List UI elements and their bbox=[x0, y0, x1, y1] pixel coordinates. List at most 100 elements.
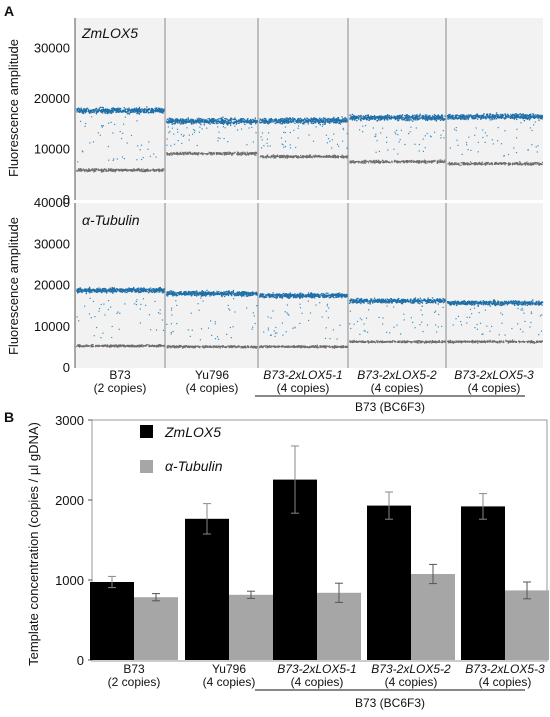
positive-droplets bbox=[349, 297, 447, 335]
panel-b-y-axis: 0 1000 2000 3000 bbox=[55, 413, 92, 668]
sample-copies: (2 copies) bbox=[94, 381, 147, 395]
x-tick-sublabel: (4 copies) bbox=[203, 675, 256, 689]
positive-droplets bbox=[447, 112, 544, 157]
panel-b-label: B bbox=[4, 409, 14, 425]
sample-label: B73-2xLOX5-3 bbox=[454, 368, 534, 382]
error-bar bbox=[108, 575, 116, 589]
positive-droplets bbox=[259, 116, 349, 149]
y-tick-label: 10000 bbox=[34, 141, 70, 156]
negative-droplets bbox=[447, 339, 543, 344]
bar-tubulin bbox=[229, 594, 273, 660]
panel-a: A Fluorescence amplitude Fluorescence am… bbox=[4, 3, 544, 414]
sample-copies: (4 copies) bbox=[468, 381, 521, 395]
negative-droplets bbox=[166, 344, 258, 349]
error-bar bbox=[429, 563, 437, 585]
y-axis-tubulin: 0 10000 20000 30000 40000 bbox=[34, 195, 76, 375]
negative-droplets bbox=[349, 339, 446, 344]
negative-droplets bbox=[447, 161, 543, 166]
y-tick-label: 0 bbox=[77, 653, 84, 668]
bar-tubulin bbox=[134, 597, 178, 660]
x-tick-sublabel: (4 copies) bbox=[385, 675, 438, 689]
x-tick-label: Yu796 bbox=[212, 662, 246, 676]
y-tick-label: 20000 bbox=[34, 91, 70, 106]
y-tick-label: 40000 bbox=[34, 195, 70, 210]
panel-a-top-ylabel: Fluorescence amplitude bbox=[6, 39, 21, 177]
panel-b-group-label: B73 (BC6F3) bbox=[355, 696, 425, 710]
droplet-marks-tubulin bbox=[76, 203, 544, 368]
legend-label-tubulin: α-Tubulin bbox=[165, 458, 223, 474]
panel-b-ylabel: Template concentration (copies / µl gDNA… bbox=[26, 422, 41, 666]
sample-label: B73-2xLOX5-2 bbox=[357, 368, 437, 382]
positive-droplets bbox=[76, 106, 166, 163]
panel-a-bottom-ylabel: Fluorescence amplitude bbox=[6, 217, 21, 355]
legend-label-zmlox5: ZmLOX5 bbox=[164, 424, 221, 440]
bar-tubulin bbox=[317, 592, 361, 660]
x-tick-label: B73-2xLOX5-3 bbox=[465, 662, 545, 676]
y-tick-label: 0 bbox=[63, 192, 70, 207]
panel-b-plot-frame bbox=[91, 419, 548, 662]
error-bar bbox=[523, 581, 531, 600]
subpanel-title-tubulin: α-Tubulin bbox=[82, 212, 140, 228]
error-bar bbox=[385, 491, 393, 520]
panel-b-legend: ZmLOX5 α-Tubulin bbox=[140, 424, 223, 474]
sample-label: B73-2xLOX5-1 bbox=[263, 368, 342, 382]
panel-a-sample-labels: B73(2 copies)Yu796(4 copies)B73-2xLOX5-1… bbox=[94, 368, 534, 395]
error-bar bbox=[152, 593, 160, 602]
error-bar bbox=[203, 503, 211, 535]
error-bar bbox=[291, 445, 299, 514]
ddpcr-plot-zmlox5: 0 10000 20000 30000 ZmLOX5 bbox=[34, 18, 544, 207]
positive-droplets bbox=[166, 289, 259, 341]
error-bar bbox=[479, 493, 487, 520]
x-tick-sublabel: (4 copies) bbox=[479, 675, 532, 689]
x-tick-sublabel: (2 copies) bbox=[108, 675, 161, 689]
positive-droplets bbox=[447, 299, 544, 336]
x-tick-label: B73 bbox=[123, 662, 145, 676]
sample-label: Yu796 bbox=[195, 368, 229, 382]
negative-droplets bbox=[76, 167, 165, 173]
bar-zmlox5 bbox=[90, 582, 134, 660]
negative-droplets bbox=[259, 344, 349, 349]
positive-droplets bbox=[349, 113, 446, 155]
droplet-marks-zmlox5 bbox=[76, 18, 544, 200]
bar-zmlox5 bbox=[461, 506, 505, 660]
panel-a-label: A bbox=[4, 3, 14, 19]
sample-copies: (4 copies) bbox=[277, 381, 330, 395]
negative-droplets bbox=[349, 159, 446, 164]
subpanel-title-zmlox5: ZmLOX5 bbox=[81, 25, 138, 41]
legend-swatch-zmlox5 bbox=[140, 425, 153, 438]
error-bar bbox=[335, 582, 343, 603]
y-tick-label: 30000 bbox=[34, 40, 70, 55]
panel-a-group-label: B73 (BC6F3) bbox=[355, 400, 425, 414]
y-tick-label: 20000 bbox=[34, 278, 70, 293]
y-tick-label: 30000 bbox=[34, 236, 70, 251]
x-tick-sublabel: (4 copies) bbox=[291, 675, 344, 689]
negative-droplets bbox=[259, 154, 348, 159]
bar-zmlox5 bbox=[367, 505, 411, 660]
legend-swatch-tubulin bbox=[140, 460, 153, 473]
sample-copies: (4 copies) bbox=[371, 381, 424, 395]
panel-b-category-labels: B73(2 copies)Yu796(4 copies)B73-2xLOX5-1… bbox=[108, 662, 545, 689]
y-tick-label: 0 bbox=[63, 360, 70, 375]
bar-zmlox5 bbox=[185, 518, 229, 660]
positive-droplets bbox=[259, 292, 348, 340]
y-tick-label: 1000 bbox=[55, 573, 84, 588]
sample-label: B73 bbox=[109, 368, 131, 382]
y-tick-label: 2000 bbox=[55, 493, 84, 508]
negative-droplets bbox=[76, 344, 165, 348]
bar-tubulin bbox=[411, 574, 455, 660]
panel-b: B Template concentration (copies / µl gD… bbox=[4, 409, 549, 710]
positive-droplets bbox=[166, 116, 259, 147]
sample-copies: (4 copies) bbox=[186, 381, 239, 395]
y-tick-label: 10000 bbox=[34, 319, 70, 334]
y-tick-label: 3000 bbox=[55, 413, 84, 428]
panel-b-bars bbox=[90, 445, 549, 660]
positive-droplets bbox=[76, 286, 165, 339]
negative-droplets bbox=[166, 151, 258, 156]
x-tick-label: B73-2xLOX5-1 bbox=[277, 662, 356, 676]
y-axis-zmlox5: 0 10000 20000 30000 bbox=[34, 18, 76, 207]
error-bar bbox=[247, 590, 255, 599]
bar-tubulin bbox=[505, 590, 549, 660]
ddpcr-plot-tubulin: 0 10000 20000 30000 40000 α-Tubulin bbox=[34, 195, 544, 375]
x-tick-label: B73-2xLOX5-2 bbox=[371, 662, 451, 676]
